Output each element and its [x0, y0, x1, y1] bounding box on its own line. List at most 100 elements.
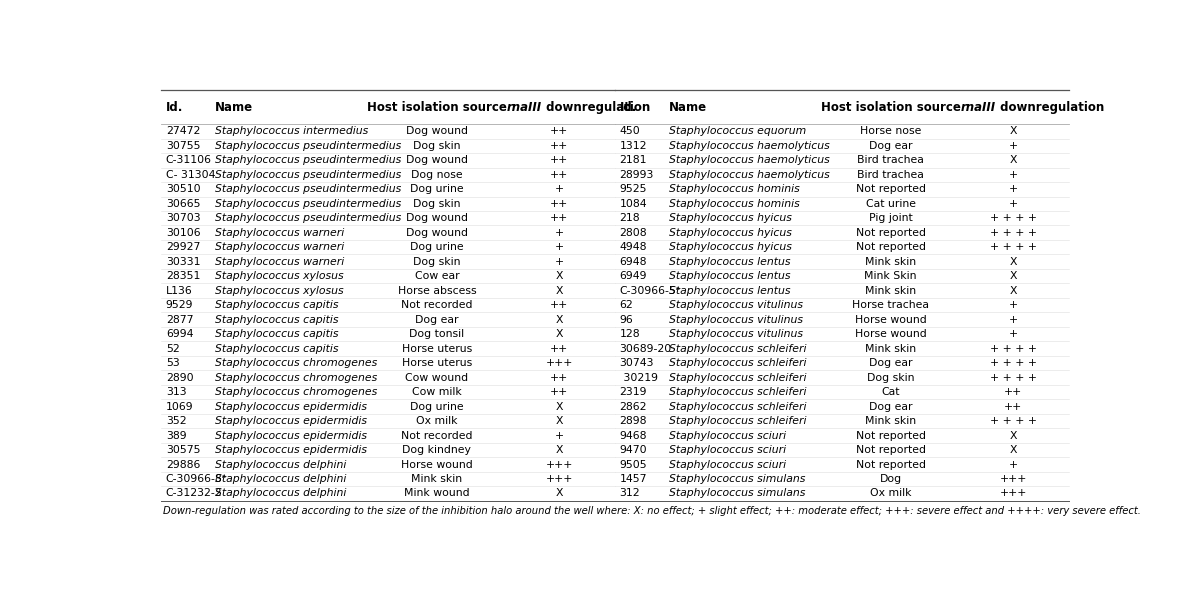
Text: Staphylococcus epidermidis: Staphylococcus epidermidis: [215, 416, 367, 426]
Text: Staphylococcus delphini: Staphylococcus delphini: [215, 474, 346, 484]
Text: X: X: [1009, 271, 1016, 281]
Text: Dog kindney: Dog kindney: [402, 445, 472, 455]
Text: 352: 352: [166, 416, 186, 426]
Text: Staphylococcus schleiferi: Staphylococcus schleiferi: [668, 373, 806, 383]
Text: Dog nose: Dog nose: [412, 170, 463, 180]
Text: Dog skin: Dog skin: [413, 141, 461, 151]
Text: 2808: 2808: [619, 227, 647, 238]
Text: Staphylococcus haemolyticus: Staphylococcus haemolyticus: [668, 155, 829, 166]
Text: Horse uterus: Horse uterus: [402, 358, 472, 368]
Text: +: +: [554, 257, 564, 267]
Text: C- 31304: C- 31304: [166, 170, 215, 180]
Text: 9468: 9468: [619, 430, 647, 441]
Text: 1084: 1084: [619, 199, 647, 209]
Text: Staphylococcus epidermidis: Staphylococcus epidermidis: [215, 445, 367, 455]
Text: Staphylococcus simulans: Staphylococcus simulans: [668, 474, 805, 484]
Text: X: X: [556, 286, 563, 295]
Text: + + + +: + + + +: [990, 242, 1037, 252]
Text: Staphylococcus schleiferi: Staphylococcus schleiferi: [668, 416, 806, 426]
Text: 128: 128: [619, 329, 641, 339]
Text: Staphylococcus sciuri: Staphylococcus sciuri: [668, 460, 786, 470]
Text: Staphylococcus chromogenes: Staphylococcus chromogenes: [215, 387, 377, 397]
Text: +: +: [554, 242, 564, 252]
Text: Dog wound: Dog wound: [406, 213, 468, 223]
Text: Staphylococcus epidermidis: Staphylococcus epidermidis: [215, 430, 367, 441]
Text: 389: 389: [166, 430, 186, 441]
Text: Staphylococcus schleiferi: Staphylococcus schleiferi: [668, 344, 806, 354]
Text: Staphylococcus pseudintermedius: Staphylococcus pseudintermedius: [215, 170, 401, 180]
Text: Staphylococcus delphini: Staphylococcus delphini: [215, 460, 346, 470]
Text: ++: ++: [551, 141, 569, 151]
Text: Staphylococcus lentus: Staphylococcus lentus: [668, 286, 790, 295]
Text: + + + +: + + + +: [990, 416, 1037, 426]
Text: Not recorded: Not recorded: [401, 300, 473, 310]
Text: 6949: 6949: [619, 271, 647, 281]
Text: Horse trachea: Horse trachea: [852, 300, 929, 310]
Text: Staphylococcus pseudintermedius: Staphylococcus pseudintermedius: [215, 141, 401, 151]
Text: 2319: 2319: [619, 387, 647, 397]
Text: Staphylococcus chromogenes: Staphylococcus chromogenes: [215, 358, 377, 368]
Text: Staphylococcus sciuri: Staphylococcus sciuri: [668, 430, 786, 441]
Text: Mink skin: Mink skin: [865, 416, 917, 426]
Text: ++: ++: [1004, 387, 1022, 397]
Text: Ox milk: Ox milk: [416, 416, 457, 426]
Text: Staphylococcus hominis: Staphylococcus hominis: [668, 199, 799, 209]
Text: Staphylococcus xylosus: Staphylococcus xylosus: [215, 286, 343, 295]
Text: 2181: 2181: [619, 155, 647, 166]
Text: Dog wound: Dog wound: [406, 126, 468, 136]
Text: +: +: [554, 185, 564, 194]
Text: Cow ear: Cow ear: [414, 271, 460, 281]
Text: +: +: [554, 430, 564, 441]
Text: 28993: 28993: [619, 170, 654, 180]
Text: Horse wound: Horse wound: [854, 314, 926, 325]
Text: +: +: [1009, 170, 1018, 180]
Text: X: X: [556, 416, 563, 426]
Text: Horse wound: Horse wound: [854, 329, 926, 339]
Text: +: +: [1009, 460, 1018, 470]
Text: 30331: 30331: [166, 257, 200, 267]
Text: X: X: [556, 402, 563, 411]
Text: 450: 450: [619, 126, 641, 136]
Text: Staphylococcus pseudintermedius: Staphylococcus pseudintermedius: [215, 185, 401, 194]
Text: X: X: [1009, 286, 1016, 295]
Text: 9529: 9529: [166, 300, 193, 310]
Text: 9525: 9525: [619, 185, 647, 194]
Text: ++: ++: [551, 387, 569, 397]
Text: Cat: Cat: [882, 387, 900, 397]
Text: + + + +: + + + +: [990, 344, 1037, 354]
Text: Staphylococcus hyicus: Staphylococcus hyicus: [668, 242, 792, 252]
Text: 312: 312: [619, 489, 641, 498]
Text: 27472: 27472: [166, 126, 200, 136]
Text: downregulation: downregulation: [542, 101, 650, 113]
Text: ++: ++: [551, 373, 569, 383]
Text: Staphylococcus lentus: Staphylococcus lentus: [668, 271, 790, 281]
Text: 30106: 30106: [166, 227, 200, 238]
Text: Staphylococcus haemolyticus: Staphylococcus haemolyticus: [668, 141, 829, 151]
Text: ++: ++: [551, 170, 569, 180]
Text: +: +: [1009, 314, 1018, 325]
Text: ++: ++: [551, 199, 569, 209]
Text: Staphylococcus capitis: Staphylococcus capitis: [215, 329, 338, 339]
Text: 1069: 1069: [166, 402, 193, 411]
Text: C-31232-2: C-31232-2: [166, 489, 222, 498]
Text: Dog urine: Dog urine: [410, 185, 463, 194]
Text: Bird trachea: Bird trachea: [857, 155, 924, 166]
Text: ++: ++: [551, 155, 569, 166]
Text: Staphylococcus capitis: Staphylococcus capitis: [215, 300, 338, 310]
Text: +: +: [1009, 300, 1018, 310]
Text: ++: ++: [551, 126, 569, 136]
Text: Horse uterus: Horse uterus: [402, 344, 472, 354]
Text: Staphylococcus capitis: Staphylococcus capitis: [215, 344, 338, 354]
Text: Id.: Id.: [619, 101, 637, 113]
Text: Staphylococcus warneri: Staphylococcus warneri: [215, 242, 344, 252]
Text: Cat urine: Cat urine: [865, 199, 916, 209]
Text: 62: 62: [619, 300, 634, 310]
Text: Staphylococcus pseudintermedius: Staphylococcus pseudintermedius: [215, 155, 401, 166]
Text: Staphylococcus epidermidis: Staphylococcus epidermidis: [215, 402, 367, 411]
Text: Staphylococcus vitulinus: Staphylococcus vitulinus: [668, 314, 803, 325]
Text: 30743: 30743: [619, 358, 654, 368]
Text: Staphylococcus vitulinus: Staphylococcus vitulinus: [668, 329, 803, 339]
Text: Staphylococcus xylosus: Staphylococcus xylosus: [215, 271, 343, 281]
Text: X: X: [1009, 126, 1016, 136]
Text: Dog wound: Dog wound: [406, 155, 468, 166]
